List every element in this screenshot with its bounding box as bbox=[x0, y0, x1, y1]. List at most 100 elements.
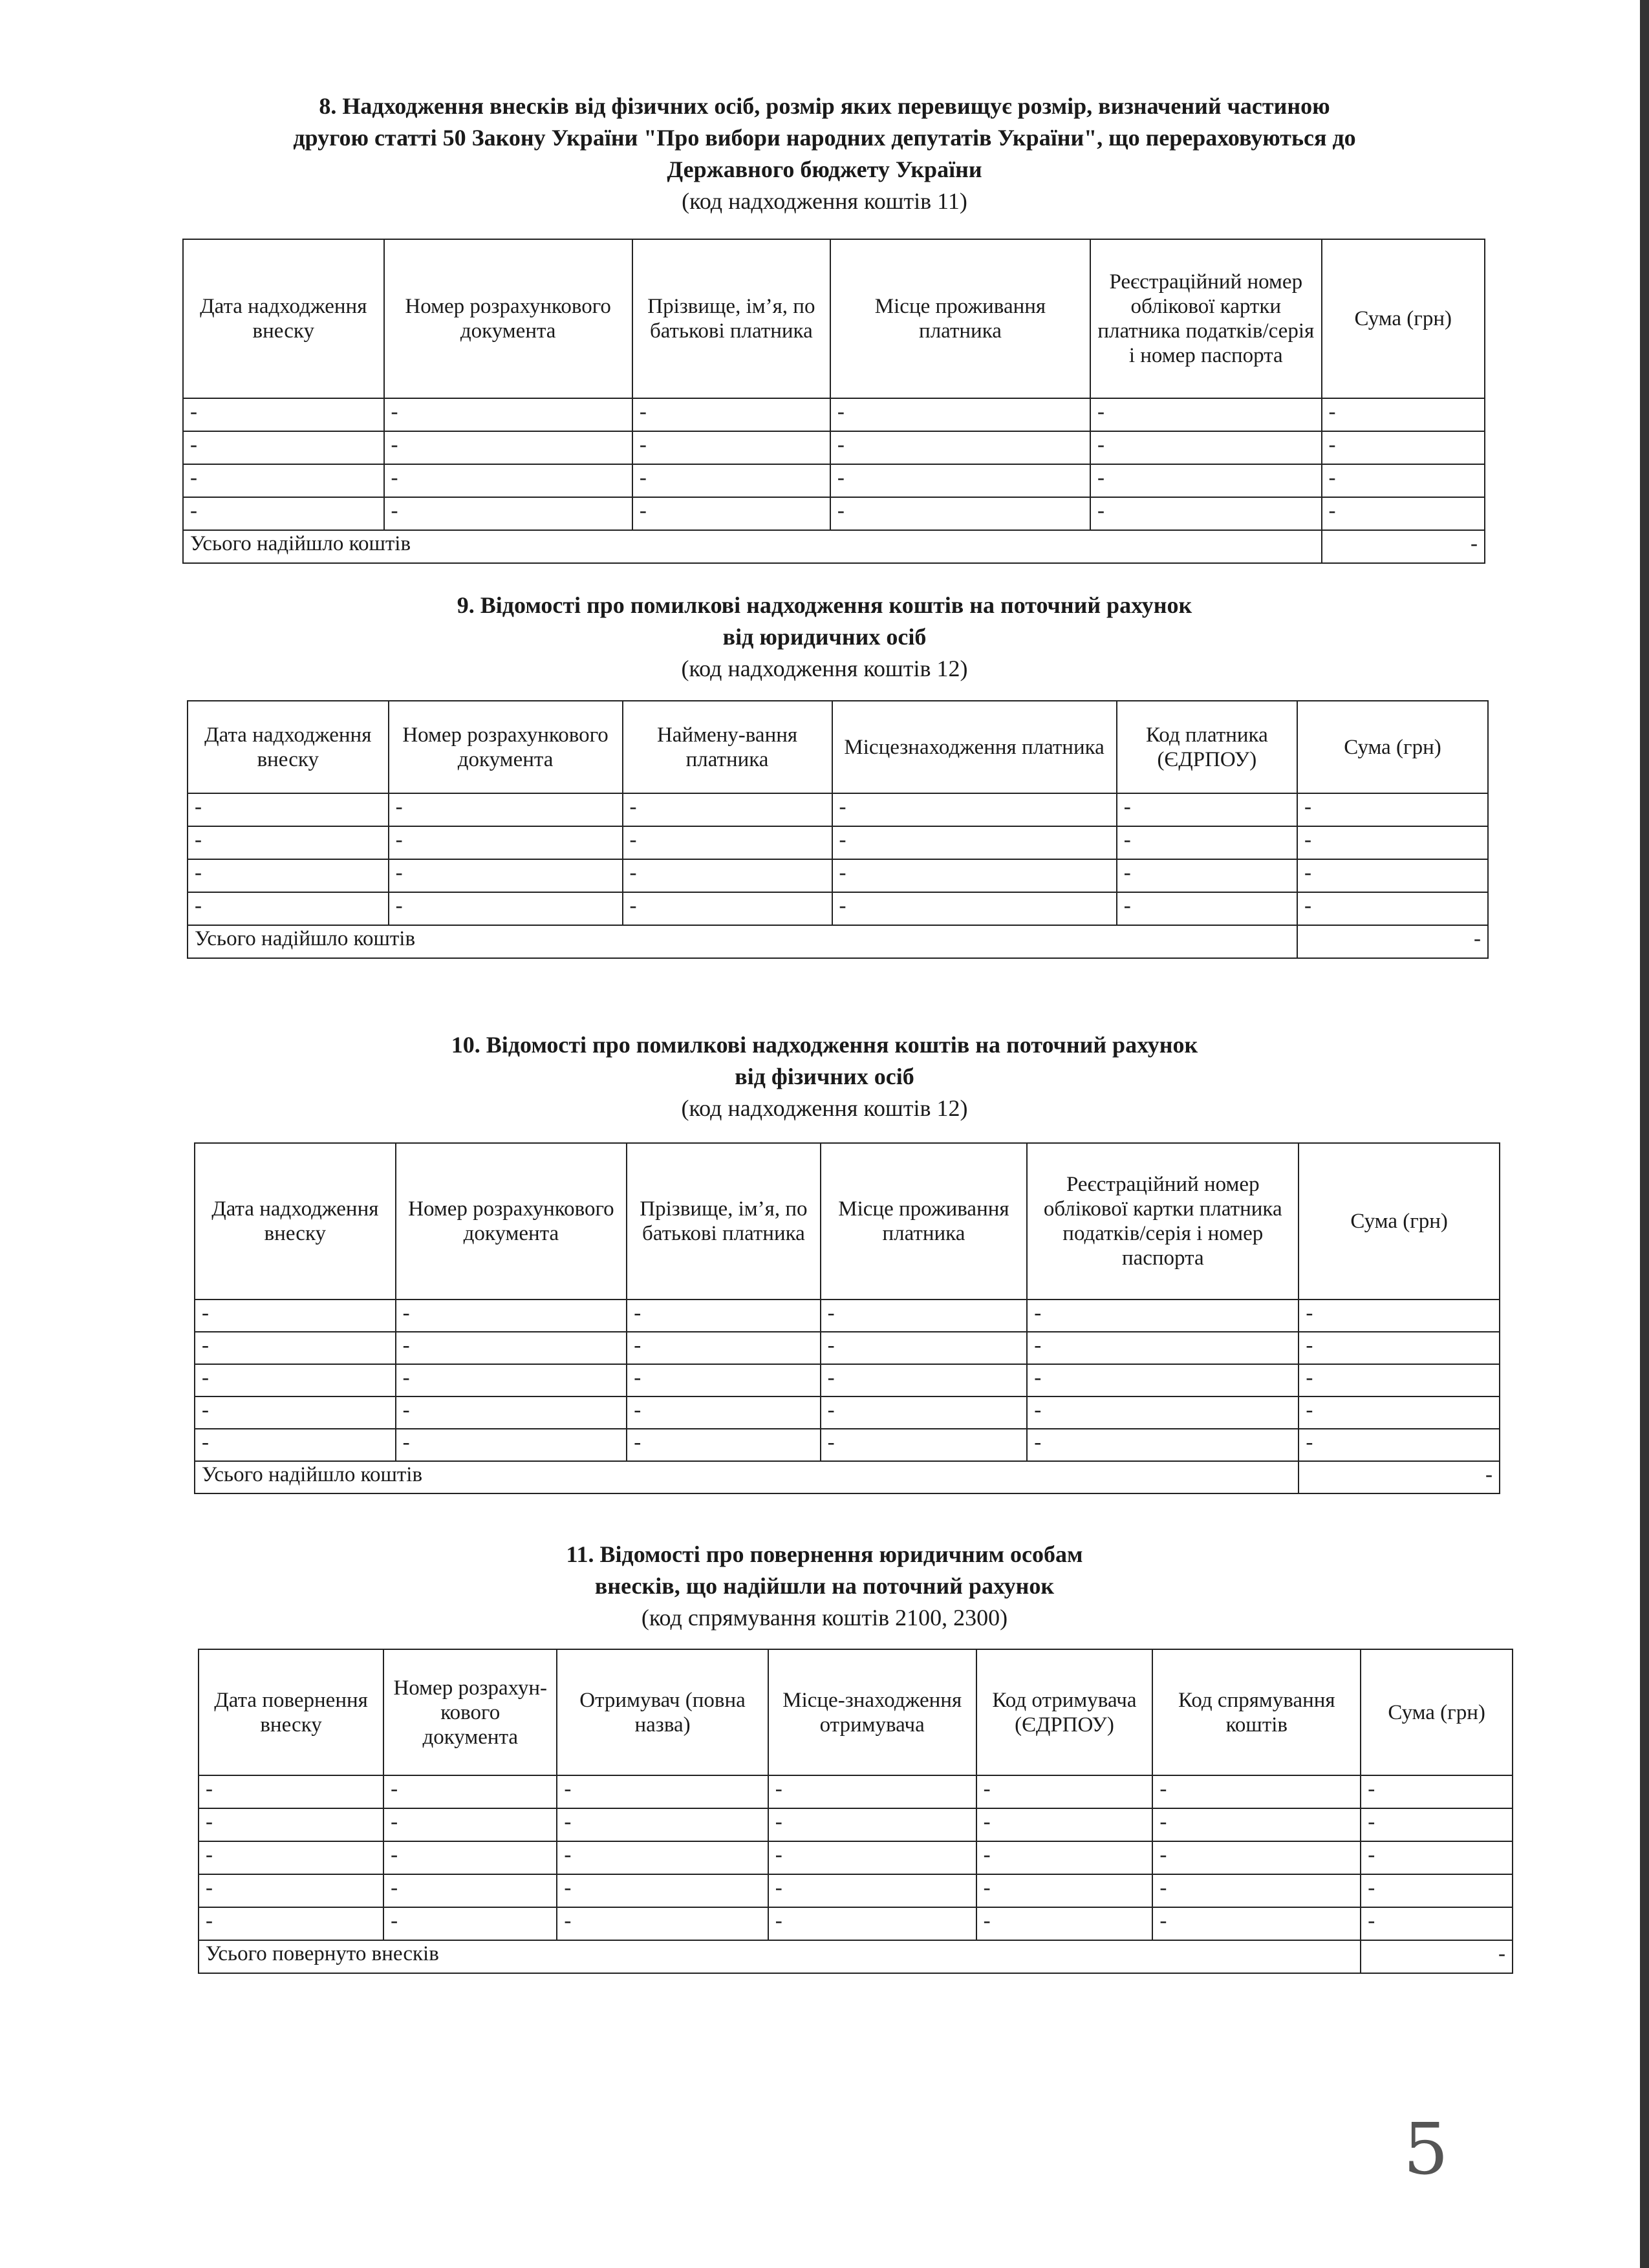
table-cell: - bbox=[1297, 859, 1489, 893]
table-cell: - bbox=[626, 1364, 821, 1397]
total-row: Усього надійшло коштів - bbox=[187, 925, 1489, 959]
column-header: Наймену-вання платника bbox=[621, 700, 833, 794]
table-cell: - bbox=[197, 1808, 385, 1842]
table-cell: - bbox=[187, 826, 389, 860]
table-row: ------ bbox=[187, 892, 1489, 926]
table-cell: - bbox=[383, 464, 633, 498]
total-value: - bbox=[1360, 1940, 1513, 1974]
column-header: Прізвище, ім’я, по батькові платника bbox=[631, 239, 831, 399]
table-cell: - bbox=[197, 1874, 385, 1908]
section-title-line: від юридичних осіб bbox=[722, 624, 927, 650]
table-cell: - bbox=[197, 1907, 385, 1941]
table-cell: - bbox=[767, 1874, 977, 1908]
column-header: Дата надходження внеску bbox=[187, 700, 389, 794]
table-cell: - bbox=[556, 1907, 769, 1941]
section-subtitle: (код надходження коштів 12) bbox=[681, 1095, 968, 1121]
table-cell: - bbox=[819, 1331, 1028, 1365]
table-cell: - bbox=[975, 1775, 1154, 1809]
header-row: Дата надходження внеску Номер розрахунков… bbox=[187, 700, 1489, 794]
section-title: 10. Відомості про помилкові надходження … bbox=[0, 1029, 1649, 1124]
handwritten-page-number: 5 bbox=[1403, 2108, 1449, 2190]
column-header: Реєстраційний номер облікової картки пла… bbox=[1026, 1142, 1300, 1300]
table-cell: - bbox=[829, 497, 1092, 531]
table-cell: - bbox=[1360, 1808, 1513, 1842]
table-cell: - bbox=[1116, 892, 1299, 926]
table-row: ------ bbox=[194, 1364, 1500, 1397]
total-row: Усього повернуто внесків - bbox=[197, 1940, 1513, 1974]
column-header: Сума (грн) bbox=[1360, 1649, 1513, 1776]
column-header: Код платника (ЄДРПОУ) bbox=[1116, 700, 1299, 794]
table-cell: - bbox=[1090, 497, 1322, 531]
column-header: Номер розрахун-кового документа bbox=[383, 1649, 558, 1776]
table-cell: - bbox=[383, 431, 633, 465]
table-cell: - bbox=[1116, 859, 1299, 893]
section-title: 9. Відомості про помилкові надходження к… bbox=[0, 590, 1649, 685]
section-title-line: 10. Відомості про помилкові надходження … bbox=[451, 1032, 1198, 1058]
table-cell: - bbox=[829, 464, 1092, 498]
section-title: 11. Відомості про повернення юридичним о… bbox=[0, 1539, 1649, 1634]
table-cell: - bbox=[556, 1874, 769, 1908]
section-subtitle: (код надходження коштів 12) bbox=[681, 656, 968, 681]
table-cell: - bbox=[383, 1841, 558, 1875]
table-cell: - bbox=[387, 793, 623, 827]
column-header: Місцезнаходження платника bbox=[831, 700, 1117, 794]
table-cell: - bbox=[556, 1775, 769, 1809]
table-cell: - bbox=[1152, 1907, 1362, 1941]
table-row: ------ bbox=[194, 1331, 1500, 1365]
table-cell: - bbox=[383, 398, 633, 432]
table-cell: - bbox=[1320, 497, 1485, 531]
table-cell: - bbox=[383, 1907, 558, 1941]
table-cell: - bbox=[631, 464, 831, 498]
table-cell: - bbox=[1360, 1841, 1513, 1875]
table-row: ------ bbox=[182, 497, 1485, 531]
section-table: Дата надходження внеску Номер розрахунков… bbox=[182, 239, 1485, 564]
table-cell: - bbox=[1090, 464, 1322, 498]
table-row: ------ bbox=[187, 859, 1489, 893]
table-cell: - bbox=[819, 1364, 1028, 1397]
total-label: Усього надійшло коштів bbox=[187, 925, 1298, 959]
section-table: Дата повернення внеску Номер розрахун-ков… bbox=[197, 1649, 1513, 1974]
header-row: Дата надходження внеску Номер розрахунков… bbox=[182, 239, 1485, 399]
section-table: Дата надходження внеску Номер розрахунков… bbox=[193, 1142, 1500, 1494]
total-row: Усього надійшло коштів - bbox=[193, 1460, 1500, 1494]
table-cell: - bbox=[182, 497, 385, 531]
table-cell: - bbox=[194, 1299, 396, 1332]
table-cell: - bbox=[1152, 1874, 1362, 1908]
header-row: Дата повернення внеску Номер розрахун-ков… bbox=[197, 1649, 1513, 1776]
table-cell: - bbox=[197, 1841, 385, 1875]
table-cell: - bbox=[829, 398, 1092, 432]
total-label: Усього повернуто внесків bbox=[197, 1940, 1362, 1974]
table-cell: - bbox=[767, 1808, 977, 1842]
table-cell: - bbox=[194, 1364, 396, 1397]
table-cell: - bbox=[819, 1299, 1028, 1332]
column-header: Код отримувача (ЄДРПОУ) bbox=[975, 1649, 1154, 1776]
section-subtitle: (код надходження коштів 11) bbox=[682, 188, 967, 214]
column-header: Дата надходження внеску bbox=[194, 1142, 396, 1300]
table-cell: - bbox=[394, 1428, 628, 1462]
column-header: Сума (грн) bbox=[1320, 239, 1485, 399]
table-cell: - bbox=[631, 497, 831, 531]
table-cell: - bbox=[1320, 464, 1485, 498]
table-cell: - bbox=[819, 1396, 1028, 1429]
section-title-line: 11. Відомості про повернення юридичним о… bbox=[566, 1541, 1083, 1567]
table-cell: - bbox=[1360, 1874, 1513, 1908]
header-row: Дата надходження внеску Номер розрахунков… bbox=[194, 1142, 1500, 1300]
column-header: Код спрямування коштів bbox=[1152, 1649, 1362, 1776]
table-cell: - bbox=[626, 1428, 821, 1462]
table-cell: - bbox=[394, 1364, 628, 1397]
column-header: Реєстраційний номер облікової картки пла… bbox=[1090, 239, 1322, 399]
table-cell: - bbox=[621, 859, 833, 893]
table-cell: - bbox=[194, 1428, 396, 1462]
section-subtitle: (код спрямування коштів 2100, 2300) bbox=[641, 1605, 1008, 1631]
column-header: Місце проживання платника bbox=[829, 239, 1092, 399]
table-cell: - bbox=[1360, 1907, 1513, 1941]
column-header: Отримувач (повна назва) bbox=[556, 1649, 769, 1776]
table-cell: - bbox=[182, 464, 385, 498]
table-cell: - bbox=[1116, 793, 1299, 827]
table-cell: - bbox=[394, 1396, 628, 1429]
table-cell: - bbox=[1297, 892, 1489, 926]
table-cell: - bbox=[1320, 398, 1485, 432]
table-row: ------ bbox=[182, 431, 1485, 465]
table-cell: - bbox=[975, 1907, 1154, 1941]
table-cell: - bbox=[1298, 1364, 1500, 1397]
